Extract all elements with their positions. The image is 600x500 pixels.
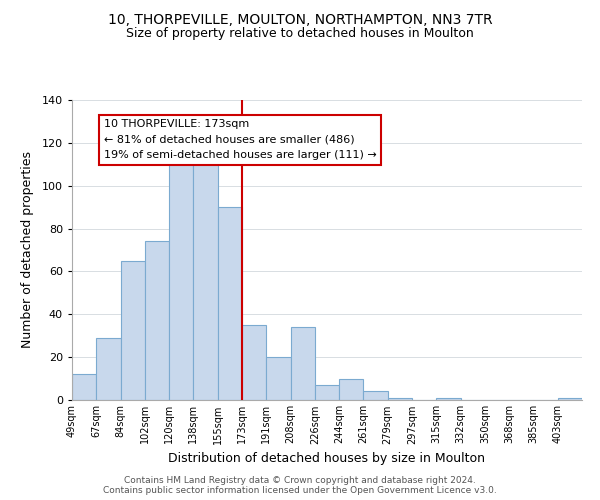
Text: 10 THORPEVILLE: 173sqm
← 81% of detached houses are smaller (486)
19% of semi-de: 10 THORPEVILLE: 173sqm ← 81% of detached… <box>104 120 376 160</box>
X-axis label: Distribution of detached houses by size in Moulton: Distribution of detached houses by size … <box>169 452 485 465</box>
Bar <box>315 385 339 400</box>
Bar <box>145 242 169 400</box>
Bar <box>96 338 121 400</box>
Bar <box>266 357 290 400</box>
Text: Contains HM Land Registry data © Crown copyright and database right 2024.: Contains HM Land Registry data © Crown c… <box>124 476 476 485</box>
Bar <box>72 374 96 400</box>
Bar <box>193 164 218 400</box>
Text: Size of property relative to detached houses in Moulton: Size of property relative to detached ho… <box>126 28 474 40</box>
Bar <box>121 260 145 400</box>
Bar <box>290 327 315 400</box>
Bar <box>218 207 242 400</box>
Bar <box>242 325 266 400</box>
Text: 10, THORPEVILLE, MOULTON, NORTHAMPTON, NN3 7TR: 10, THORPEVILLE, MOULTON, NORTHAMPTON, N… <box>107 12 493 26</box>
Y-axis label: Number of detached properties: Number of detached properties <box>20 152 34 348</box>
Bar <box>558 398 582 400</box>
Bar <box>169 164 193 400</box>
Bar <box>364 392 388 400</box>
Bar <box>388 398 412 400</box>
Bar <box>339 378 364 400</box>
Bar <box>436 398 461 400</box>
Text: Contains public sector information licensed under the Open Government Licence v3: Contains public sector information licen… <box>103 486 497 495</box>
